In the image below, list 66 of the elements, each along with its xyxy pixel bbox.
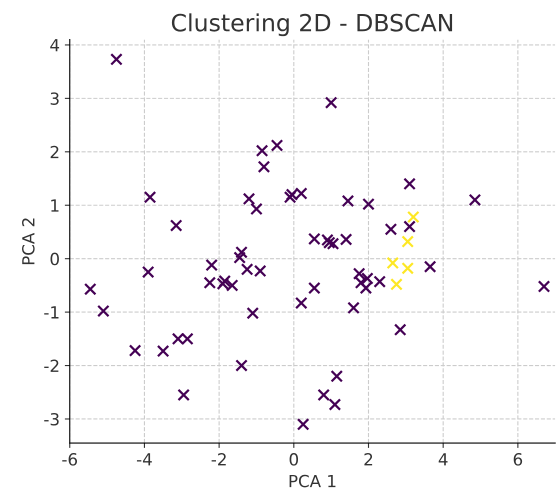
point: [110, 53, 123, 66]
y-tick-label: 2: [50, 146, 58, 158]
point: [233, 251, 246, 264]
point: [354, 276, 368, 289]
point: [177, 388, 190, 402]
point: [324, 96, 338, 109]
x-axis-title: PCA 1: [290, 474, 336, 488]
point: [170, 219, 182, 232]
y-tick-label: 0: [50, 252, 59, 266]
point: [317, 388, 330, 402]
point: [362, 198, 375, 210]
y-tick-label: -1: [44, 306, 58, 318]
point: [235, 246, 248, 259]
y-tick-label: 3: [50, 92, 59, 105]
point: [347, 302, 360, 314]
y-axis-title: PCA 2: [22, 218, 35, 264]
point: [401, 262, 414, 275]
x-tick-label: -6: [62, 453, 78, 466]
y-tick-label: -3: [44, 412, 59, 426]
point: [407, 210, 420, 224]
point: [340, 233, 352, 246]
point: [144, 190, 156, 204]
point: [296, 418, 310, 431]
point: [242, 192, 256, 206]
y-tick-label: 4: [50, 39, 60, 52]
point: [468, 194, 482, 206]
x-tick-label: -4: [136, 453, 152, 466]
point: [323, 236, 336, 249]
point: [295, 296, 308, 310]
point: [403, 178, 416, 190]
y-tick-label: 1: [51, 199, 58, 212]
point: [97, 304, 110, 318]
point: [330, 370, 344, 382]
x-tick-label: 2: [364, 453, 372, 466]
point: [326, 237, 340, 250]
point: [401, 235, 414, 248]
point: [538, 280, 550, 293]
point: [386, 256, 400, 270]
chart-title: Clustering 2D - DBSCAN: [172, 13, 452, 36]
point: [352, 267, 366, 280]
point: [128, 344, 142, 357]
point: [142, 266, 154, 278]
point: [250, 202, 263, 216]
point: [205, 258, 218, 272]
point: [156, 344, 170, 358]
point: [384, 223, 398, 236]
point: [84, 282, 97, 296]
x-tick-label: 4: [438, 453, 448, 466]
point: [424, 260, 436, 273]
point: [390, 278, 403, 291]
point: [235, 359, 248, 372]
point: [246, 306, 259, 320]
point: [218, 274, 231, 288]
point: [328, 398, 342, 411]
x-tick-label: -2: [212, 453, 226, 466]
point: [394, 323, 406, 336]
point: [360, 282, 372, 294]
point: [256, 144, 268, 157]
point: [342, 194, 354, 208]
point: [308, 282, 321, 294]
point: [403, 220, 416, 233]
x-tick-label: 6: [514, 453, 522, 466]
y-tick-label: -2: [44, 360, 58, 372]
point: [270, 139, 284, 152]
point: [258, 160, 270, 174]
x-tick-label: 0: [290, 453, 298, 466]
